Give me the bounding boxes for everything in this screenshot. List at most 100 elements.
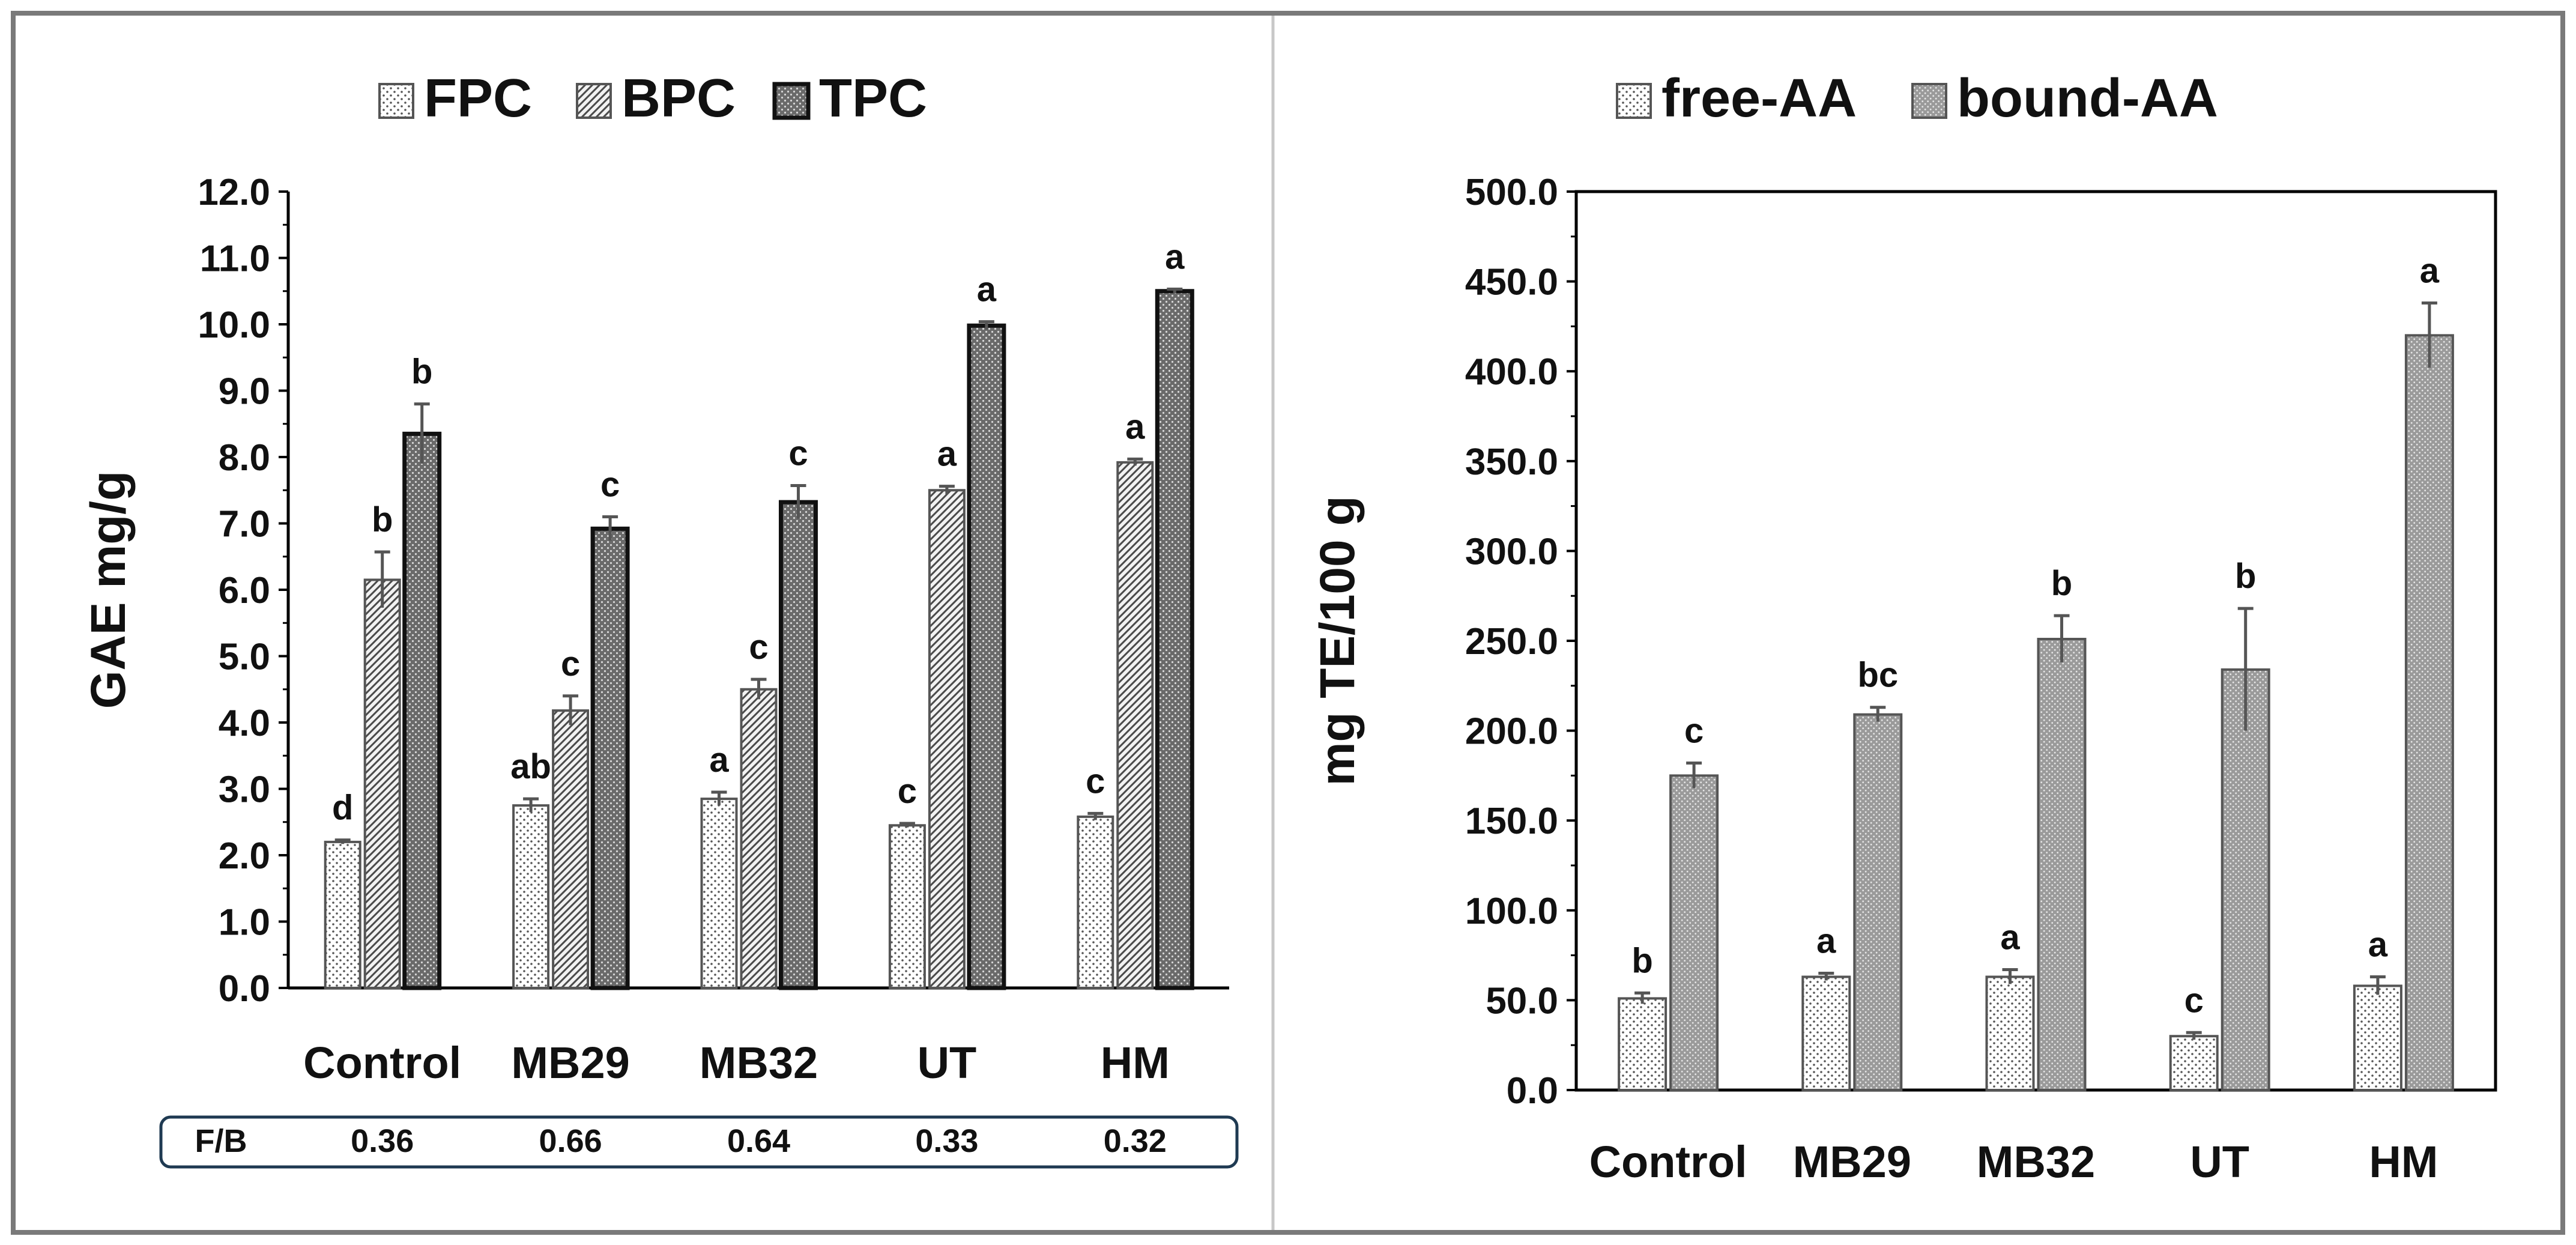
bar-FPC-MB32 bbox=[700, 798, 738, 989]
y-tick-label: 350.0 bbox=[1465, 441, 1558, 483]
x-category-label: MB32 bbox=[1977, 1137, 2095, 1187]
bar-BPC-MB32 bbox=[740, 688, 778, 989]
significance-letter: a bbox=[937, 435, 957, 474]
legend-label-bound-AA: bound-AA bbox=[1957, 68, 2218, 129]
y-tick-label: 8.0 bbox=[219, 437, 270, 479]
significance-letter: c bbox=[1684, 711, 1704, 750]
y-tick-label: 2.0 bbox=[219, 835, 270, 877]
bar-BPC-UT bbox=[928, 489, 966, 989]
bar-TPC-MB29 bbox=[590, 526, 630, 990]
y-axis-title: mg TE/100 g bbox=[1310, 495, 1365, 786]
y-tick-label: 10.0 bbox=[198, 304, 270, 346]
bar-FPC-UT bbox=[888, 824, 926, 990]
bar-TPC-UT bbox=[967, 323, 1006, 990]
bar-bound-AA-MB32 bbox=[2037, 638, 2087, 1092]
x-category-label: Control bbox=[1589, 1137, 1747, 1187]
legend-label-FPC: FPC bbox=[424, 68, 532, 129]
x-category-label: MB29 bbox=[1793, 1137, 1911, 1187]
legend-swatch-TPC bbox=[772, 82, 811, 120]
x-category-label: MB32 bbox=[700, 1038, 818, 1088]
significance-letter: a bbox=[1165, 237, 1185, 276]
x-category-label: UT bbox=[918, 1038, 977, 1088]
significance-letter: a bbox=[1816, 922, 1836, 961]
significance-letter: a bbox=[2368, 925, 2388, 965]
significance-letter: ab bbox=[510, 747, 551, 786]
significance-letter: a bbox=[2420, 252, 2440, 291]
y-tick-label: 300.0 bbox=[1465, 531, 1558, 572]
fb-ratio-value: 0.64 bbox=[727, 1123, 790, 1159]
bar-FPC-Control bbox=[324, 840, 361, 990]
significance-letter: b bbox=[372, 500, 393, 539]
legend-label-TPC: TPC bbox=[819, 68, 927, 129]
y-tick-label: 50.0 bbox=[1486, 980, 1558, 1022]
y-tick-label: 400.0 bbox=[1465, 351, 1558, 393]
y-tick-label: 0.0 bbox=[1507, 1070, 1558, 1112]
fb-ratio-label: F/B bbox=[195, 1123, 247, 1159]
bar-bound-AA-MB29 bbox=[1853, 713, 1903, 1091]
significance-letter: b bbox=[411, 353, 432, 392]
significance-letter: a bbox=[1125, 407, 1145, 446]
bar-TPC-Control bbox=[402, 431, 442, 990]
y-tick-label: 7.0 bbox=[219, 504, 270, 545]
fb-ratio-value: 0.36 bbox=[351, 1123, 414, 1159]
bar-bound-AA-HM bbox=[2404, 334, 2454, 1091]
significance-letter: d bbox=[332, 789, 353, 828]
legend-swatch-BPC bbox=[576, 83, 612, 119]
significance-letter: a bbox=[709, 741, 729, 780]
y-tick-label: 12.0 bbox=[198, 172, 270, 213]
bar-BPC-Control bbox=[363, 578, 401, 989]
left-chart-phenolics: 0.0 1.0 2.0 3.0 4.0 5.0 6.0 7.0 8.0 9.0 10.0 11.0 12… bbox=[81, 68, 1239, 1169]
legend-label-free-AA: free-AA bbox=[1661, 68, 1857, 129]
y-tick-label: 0.0 bbox=[219, 968, 270, 1010]
significance-letter: c bbox=[561, 644, 580, 683]
y-tick-label: 150.0 bbox=[1465, 801, 1558, 842]
y-axis-title: GAE mg/g bbox=[81, 471, 136, 709]
bar-free-AA-UT bbox=[2169, 1035, 2219, 1091]
bar-bound-AA-Control bbox=[1669, 774, 1719, 1091]
bar-BPC-HM bbox=[1116, 461, 1154, 989]
y-tick-label: 3.0 bbox=[219, 769, 270, 811]
significance-letter: c bbox=[749, 628, 768, 667]
x-category-label: MB29 bbox=[511, 1038, 629, 1088]
significance-letter: a bbox=[977, 270, 997, 309]
y-tick-label: 250.0 bbox=[1465, 621, 1558, 662]
x-category-label: UT bbox=[2190, 1137, 2249, 1187]
bar-TPC-HM bbox=[1155, 289, 1194, 990]
significance-letter: b bbox=[1631, 941, 1652, 980]
bar-FPC-MB29 bbox=[512, 804, 550, 989]
bar-FPC-HM bbox=[1077, 815, 1114, 990]
bar-free-AA-MB32 bbox=[1985, 975, 2035, 1092]
significance-letter: a bbox=[2000, 918, 2020, 957]
fb-ratio-table bbox=[159, 1115, 1239, 1169]
significance-letter: c bbox=[898, 772, 917, 811]
significance-letter: c bbox=[1086, 762, 1105, 801]
significance-letter: bc bbox=[1857, 656, 1898, 695]
y-tick-label: 4.0 bbox=[219, 703, 270, 744]
y-tick-label: 11.0 bbox=[200, 238, 270, 280]
legend-label-BPC: BPC bbox=[621, 68, 736, 129]
legend-swatch-FPC bbox=[378, 83, 414, 119]
y-tick-label: 5.0 bbox=[219, 637, 270, 678]
y-tick-label: 9.0 bbox=[219, 371, 270, 413]
fb-ratio-value: 0.33 bbox=[915, 1123, 978, 1159]
significance-letter: b bbox=[2051, 564, 2072, 603]
bar-TPC-MB32 bbox=[779, 500, 818, 990]
significance-letter: c bbox=[600, 465, 620, 504]
legend-swatch-bound-AA bbox=[1911, 83, 1947, 119]
significance-letter: c bbox=[788, 434, 808, 473]
x-category-label: Control bbox=[303, 1038, 461, 1088]
bar-bound-AA-UT bbox=[2221, 668, 2270, 1091]
bar-free-AA-HM bbox=[2353, 984, 2402, 1091]
right-chart-antioxidant: 0.0 50.0 100.0 150.0 200.0 250.0 300.0 350.0 400… bbox=[1310, 68, 2497, 1187]
y-tick-label: 100.0 bbox=[1465, 891, 1558, 932]
y-tick-label: 500.0 bbox=[1465, 172, 1558, 213]
legend-swatch-free-AA bbox=[1616, 83, 1652, 119]
y-tick-label: 200.0 bbox=[1465, 711, 1558, 753]
bar-free-AA-Control bbox=[1618, 997, 1667, 1091]
bar-free-AA-MB29 bbox=[1801, 975, 1851, 1092]
y-tick-label: 6.0 bbox=[219, 570, 270, 611]
significance-letter: c bbox=[2184, 981, 2204, 1020]
significance-letter: b bbox=[2235, 557, 2256, 596]
y-tick-label: 450.0 bbox=[1465, 262, 1558, 303]
